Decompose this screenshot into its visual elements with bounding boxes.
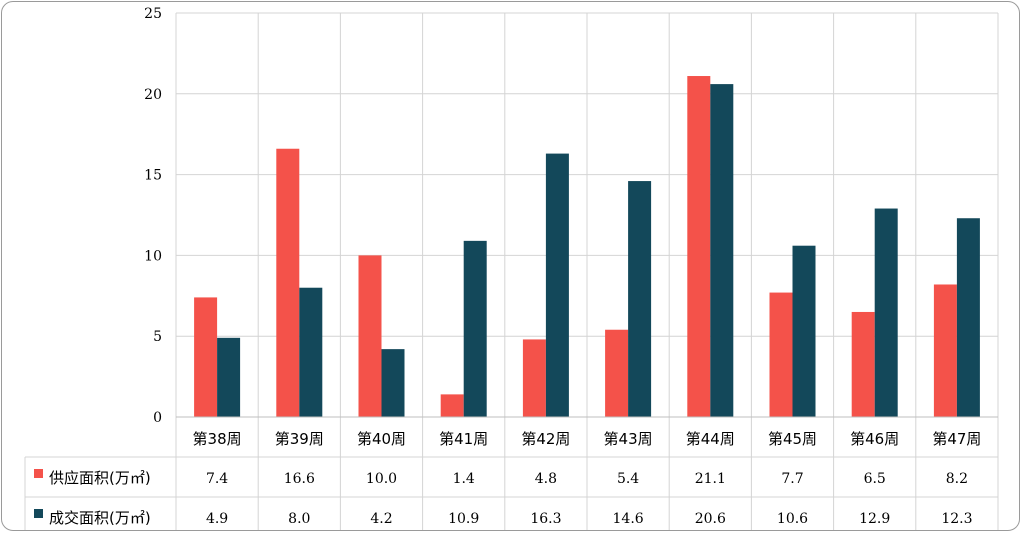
y-tick-label: 25	[144, 6, 162, 22]
category-label: 第44周	[686, 430, 735, 448]
y-tick-label: 20	[144, 87, 162, 103]
bar-deal-2	[381, 349, 405, 417]
category-label: 第47周	[932, 430, 981, 448]
bar-deal-3	[463, 240, 487, 417]
legend-key-deal	[34, 509, 43, 518]
bar-deal-5	[628, 181, 652, 417]
bar-deal-9	[956, 218, 980, 417]
bar-deal-7	[792, 245, 816, 417]
y-tick-label: 10	[144, 248, 162, 264]
table-cell: 6.5	[864, 471, 886, 487]
bar-supply-4	[522, 339, 546, 417]
table-cell: 4.9	[206, 511, 228, 527]
table-cell: 8.0	[288, 511, 310, 527]
bar-deal-1	[299, 287, 323, 417]
table-cell: 16.3	[530, 511, 561, 527]
bar-deal-6	[710, 84, 734, 417]
y-tick-label: 15	[144, 168, 162, 184]
bar-supply-9	[933, 284, 957, 417]
table-cell: 12.3	[941, 511, 972, 527]
table-cell: 4.8	[535, 471, 557, 487]
series-name: 供应面积(万㎡)	[49, 469, 151, 487]
table-cell: 14.6	[613, 511, 644, 527]
category-label: 第39周	[275, 430, 324, 448]
table-cell: 4.2	[370, 511, 392, 527]
category-label: 第40周	[357, 430, 406, 448]
table-cell: 21.1	[695, 471, 726, 487]
bar-supply-6	[687, 76, 711, 418]
table-cell: 7.4	[206, 471, 228, 487]
bar-supply-3	[440, 394, 464, 417]
bar-deal-4	[545, 153, 569, 418]
bar-deal-8	[874, 208, 898, 417]
table-cell: 10.9	[448, 511, 479, 527]
y-tick-label: 5	[153, 329, 162, 345]
y-tick-label: 0	[153, 410, 162, 426]
category-label: 第42周	[521, 430, 570, 448]
table-cell: 20.6	[695, 511, 726, 527]
category-label: 第38周	[193, 430, 242, 448]
bar-supply-1	[276, 148, 300, 417]
table-cell: 12.9	[859, 511, 890, 527]
category-label: 第41周	[439, 430, 488, 448]
table-cell: 10.6	[777, 511, 808, 527]
table-cell: 16.6	[284, 471, 315, 487]
table-cell: 5.4	[617, 471, 639, 487]
bar-supply-0	[194, 297, 218, 417]
bar-supply-5	[605, 329, 629, 417]
legend-key-supply	[34, 469, 43, 478]
bar-supply-7	[769, 292, 793, 417]
table-cell: 8.2	[946, 471, 968, 487]
category-label: 第43周	[604, 430, 653, 448]
bar-supply-8	[851, 311, 875, 417]
table-cell: 7.7	[781, 471, 803, 487]
series-name: 成交面积(万㎡)	[49, 509, 151, 527]
category-label: 第45周	[768, 430, 817, 448]
bar-supply-2	[358, 255, 382, 417]
table-cell: 10.0	[366, 471, 397, 487]
bar-deal-0	[217, 337, 241, 417]
category-label: 第46周	[850, 430, 899, 448]
table-cell: 1.4	[453, 471, 475, 487]
